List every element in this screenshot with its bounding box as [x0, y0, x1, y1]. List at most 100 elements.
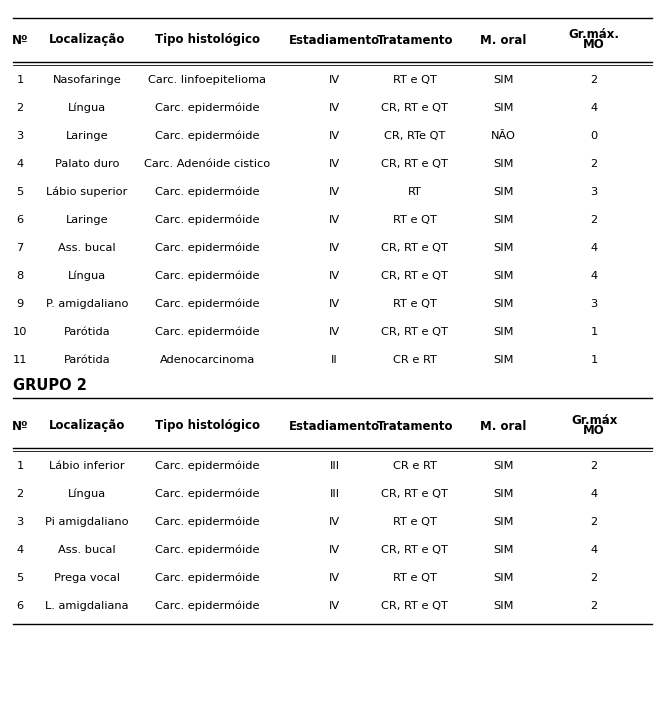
Text: SIM: SIM: [493, 517, 513, 527]
Text: CR, RT e QT: CR, RT e QT: [381, 601, 448, 611]
Text: SIM: SIM: [493, 271, 513, 281]
Text: SIM: SIM: [493, 215, 513, 225]
Text: SIM: SIM: [493, 103, 513, 113]
Text: 2: 2: [591, 75, 597, 85]
Text: III: III: [329, 489, 340, 499]
Text: 2: 2: [591, 601, 597, 611]
Text: L. amigdaliana: L. amigdaliana: [45, 601, 128, 611]
Text: 2: 2: [17, 489, 23, 499]
Text: 3: 3: [17, 517, 23, 527]
Text: 2: 2: [591, 159, 597, 169]
Text: RT e QT: RT e QT: [393, 75, 437, 85]
Text: 1: 1: [17, 461, 23, 471]
Text: M. oral: M. oral: [480, 420, 527, 433]
Text: Nasofaringe: Nasofaringe: [53, 75, 121, 85]
Text: 2: 2: [591, 517, 597, 527]
Text: Carc. epidermóide: Carc. epidermóide: [155, 243, 260, 253]
Text: 9: 9: [17, 299, 23, 309]
Text: SIM: SIM: [493, 243, 513, 253]
Text: 2: 2: [591, 573, 597, 583]
Text: Estadiamento: Estadiamento: [289, 420, 380, 433]
Text: SIM: SIM: [493, 355, 513, 365]
Text: IV: IV: [329, 131, 340, 141]
Text: 11: 11: [13, 355, 27, 365]
Text: IV: IV: [329, 573, 340, 583]
Text: RT e QT: RT e QT: [393, 517, 437, 527]
Text: Língua: Língua: [68, 489, 106, 499]
Text: 3: 3: [591, 187, 597, 197]
Text: Estadiamento: Estadiamento: [289, 34, 380, 47]
Text: CR e RT: CR e RT: [393, 461, 437, 471]
Text: Carc. epidermóide: Carc. epidermóide: [155, 517, 260, 527]
Text: IV: IV: [329, 159, 340, 169]
Text: IV: IV: [329, 545, 340, 555]
Text: 3: 3: [591, 299, 597, 309]
Text: RT e QT: RT e QT: [393, 573, 437, 583]
Text: SIM: SIM: [493, 327, 513, 337]
Text: Palato duro: Palato duro: [55, 159, 119, 169]
Text: 4: 4: [591, 103, 597, 113]
Text: CR, RT e QT: CR, RT e QT: [381, 243, 448, 253]
Text: GRUPO 2: GRUPO 2: [13, 379, 87, 393]
Text: Tipo histológico: Tipo histológico: [155, 34, 260, 47]
Text: SIM: SIM: [493, 489, 513, 499]
Text: SIM: SIM: [493, 461, 513, 471]
Text: 8: 8: [17, 271, 23, 281]
Text: Lábio inferior: Lábio inferior: [49, 461, 125, 471]
Text: RT e QT: RT e QT: [393, 215, 437, 225]
Text: SIM: SIM: [493, 187, 513, 197]
Text: MO: MO: [583, 38, 605, 52]
Text: CR, RT e QT: CR, RT e QT: [381, 545, 448, 555]
Text: Carc. epidermóide: Carc. epidermóide: [155, 489, 260, 499]
Text: 2: 2: [591, 461, 597, 471]
Text: IV: IV: [329, 103, 340, 113]
Text: 4: 4: [591, 545, 597, 555]
Text: Carc. epidermóide: Carc. epidermóide: [155, 327, 260, 337]
Text: CR, RT e QT: CR, RT e QT: [381, 327, 448, 337]
Text: Ass. bucal: Ass. bucal: [58, 243, 116, 253]
Text: Prega vocal: Prega vocal: [54, 573, 120, 583]
Text: CR, RT e QT: CR, RT e QT: [381, 103, 448, 113]
Text: Carc. epidermóide: Carc. epidermóide: [155, 215, 260, 225]
Text: Carc. epidermóide: Carc. epidermóide: [155, 545, 260, 555]
Text: IV: IV: [329, 601, 340, 611]
Text: CR e RT: CR e RT: [393, 355, 437, 365]
Text: Carc. epidermóide: Carc. epidermóide: [155, 186, 260, 197]
Text: 4: 4: [17, 159, 23, 169]
Text: 4: 4: [17, 545, 23, 555]
Text: Gr.máx.: Gr.máx.: [569, 29, 619, 42]
Text: Carc. epidermóide: Carc. epidermóide: [155, 461, 260, 472]
Text: SIM: SIM: [493, 75, 513, 85]
Text: P. amigdaliano: P. amigdaliano: [45, 299, 128, 309]
Text: Tratamento: Tratamento: [377, 420, 453, 433]
Text: Nº: Nº: [12, 420, 28, 433]
Text: RT e QT: RT e QT: [393, 299, 437, 309]
Text: MO: MO: [583, 425, 605, 438]
Text: Localização: Localização: [49, 34, 125, 47]
Text: IV: IV: [329, 75, 340, 85]
Text: 2: 2: [17, 103, 23, 113]
Text: 4: 4: [591, 489, 597, 499]
Text: 10: 10: [13, 327, 27, 337]
Text: 5: 5: [17, 573, 23, 583]
Text: M. oral: M. oral: [480, 34, 527, 47]
Text: 5: 5: [17, 187, 23, 197]
Text: IV: IV: [329, 215, 340, 225]
Text: SIM: SIM: [493, 299, 513, 309]
Text: 2: 2: [591, 215, 597, 225]
Text: SIM: SIM: [493, 159, 513, 169]
Text: RT: RT: [408, 187, 421, 197]
Text: CR, RTe QT: CR, RTe QT: [384, 131, 446, 141]
Text: 3: 3: [17, 131, 23, 141]
Text: CR, RT e QT: CR, RT e QT: [381, 271, 448, 281]
Text: Língua: Língua: [68, 271, 106, 282]
Text: Tratamento: Tratamento: [377, 34, 453, 47]
Text: IV: IV: [329, 299, 340, 309]
Text: 1: 1: [17, 75, 23, 85]
Text: Ass. bucal: Ass. bucal: [58, 545, 116, 555]
Text: SIM: SIM: [493, 545, 513, 555]
Text: 0: 0: [591, 131, 597, 141]
Text: Adenocarcinoma: Adenocarcinoma: [160, 355, 255, 365]
Text: Carc. epidermóide: Carc. epidermóide: [155, 299, 260, 310]
Text: 1: 1: [591, 355, 597, 365]
